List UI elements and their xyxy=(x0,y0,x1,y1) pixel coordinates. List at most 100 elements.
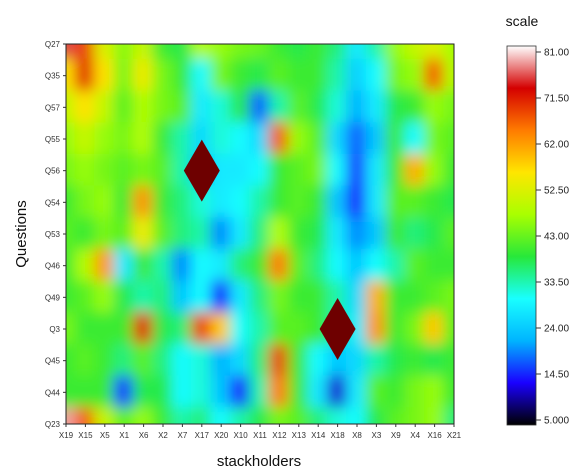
heat-cell xyxy=(385,185,407,220)
heat-cell xyxy=(229,343,252,378)
heat-cell xyxy=(346,375,368,410)
heat-cell xyxy=(443,280,454,315)
heat-cell xyxy=(307,248,329,283)
heat-cell xyxy=(74,44,97,61)
heat-cell xyxy=(326,90,349,125)
heat-cell xyxy=(268,153,291,188)
heat-cell xyxy=(191,90,213,125)
heat-cell xyxy=(249,185,271,220)
heat-cell xyxy=(229,217,252,251)
heat-cell xyxy=(365,58,388,93)
heat-cell xyxy=(249,122,271,156)
heat-cell xyxy=(268,58,291,93)
heat-cell xyxy=(152,407,174,424)
heat-cell xyxy=(171,248,194,283)
heat-cell xyxy=(307,58,329,93)
heat-cell xyxy=(113,58,135,93)
heat-cell xyxy=(113,90,135,125)
heat-cell xyxy=(229,185,252,220)
heat-cell xyxy=(229,44,252,61)
heat-cell xyxy=(385,343,407,378)
heat-cell xyxy=(191,217,213,251)
heat-cell xyxy=(210,90,232,125)
heat-cell xyxy=(132,185,155,220)
heat-cell xyxy=(113,280,135,315)
heat-cell xyxy=(191,343,213,378)
heat-cell xyxy=(152,217,174,251)
heat-cell xyxy=(66,280,77,315)
heat-cell xyxy=(229,407,252,424)
heat-cell xyxy=(94,375,116,410)
scale-tick-label: 52.50 xyxy=(544,186,569,197)
heat-cell xyxy=(443,217,454,251)
heat-cell xyxy=(74,280,97,315)
heat-cell xyxy=(346,343,368,378)
y-tick-labels: Q27 Q35 Q57 Q55 Q56 Q54 Q53 Q46 Q49 Q3 Q45 Q44 Q23 xyxy=(45,40,66,429)
heat-cell xyxy=(94,153,116,188)
heat-cell xyxy=(423,44,446,61)
y-tick-label: Q46 xyxy=(45,262,61,271)
heat-cell xyxy=(66,375,77,410)
heatmap-cells xyxy=(66,44,454,424)
heat-cell xyxy=(74,122,97,156)
heat-cell xyxy=(74,407,97,424)
heat-cell xyxy=(113,44,135,61)
heat-cell xyxy=(404,312,426,346)
heat-cell xyxy=(171,122,194,156)
heat-cell xyxy=(229,375,252,410)
heat-cell xyxy=(268,185,291,220)
heat-cell xyxy=(404,375,426,410)
heat-cell xyxy=(346,280,368,315)
heat-cell xyxy=(152,58,174,93)
heat-cell xyxy=(152,280,174,315)
heat-cell xyxy=(423,153,446,188)
heat-cell xyxy=(229,58,252,93)
heat-cell xyxy=(249,343,271,378)
heat-cell xyxy=(229,248,252,283)
heat-cell xyxy=(346,217,368,251)
scale-tick-label: 71.50 xyxy=(544,94,569,105)
scale-tick-label: 43.00 xyxy=(544,232,569,243)
heat-cell xyxy=(74,185,97,220)
heat-cell xyxy=(307,122,329,156)
y-tick-label: Q55 xyxy=(45,135,61,144)
heat-cell xyxy=(404,343,426,378)
heat-cell xyxy=(268,248,291,283)
heat-cell xyxy=(443,44,454,61)
heat-cell xyxy=(268,375,291,410)
heat-cell xyxy=(365,153,388,188)
heat-cell xyxy=(288,375,310,410)
heat-cell xyxy=(307,217,329,251)
heat-cell xyxy=(268,217,291,251)
heat-cell xyxy=(94,44,116,61)
x-tick-label: X16 xyxy=(427,431,442,440)
heat-cell xyxy=(191,44,213,61)
heat-cell xyxy=(210,185,232,220)
heat-cell xyxy=(365,44,388,61)
heat-cell xyxy=(268,407,291,424)
heat-cell xyxy=(210,280,232,315)
heat-cell xyxy=(346,58,368,93)
heat-cell xyxy=(288,44,310,61)
heat-cell xyxy=(443,122,454,156)
heat-cell xyxy=(94,90,116,125)
heat-cell xyxy=(210,122,232,156)
heat-cell xyxy=(229,312,252,346)
heat-cell xyxy=(423,312,446,346)
heat-cell xyxy=(443,90,454,125)
heat-cell xyxy=(326,407,349,424)
x-tick-label: X12 xyxy=(272,431,287,440)
heat-cell xyxy=(365,312,388,346)
heat-cell xyxy=(326,217,349,251)
heat-cell xyxy=(307,407,329,424)
heat-cell xyxy=(288,217,310,251)
heat-cell xyxy=(385,217,407,251)
heat-cell xyxy=(171,280,194,315)
heat-cell xyxy=(66,312,77,346)
heat-cell xyxy=(404,280,426,315)
heat-cell xyxy=(113,343,135,378)
y-tick-label: Q27 xyxy=(45,40,61,49)
scale-tick-label: 24.00 xyxy=(544,324,569,335)
heat-cell xyxy=(307,343,329,378)
heat-cell xyxy=(132,280,155,315)
